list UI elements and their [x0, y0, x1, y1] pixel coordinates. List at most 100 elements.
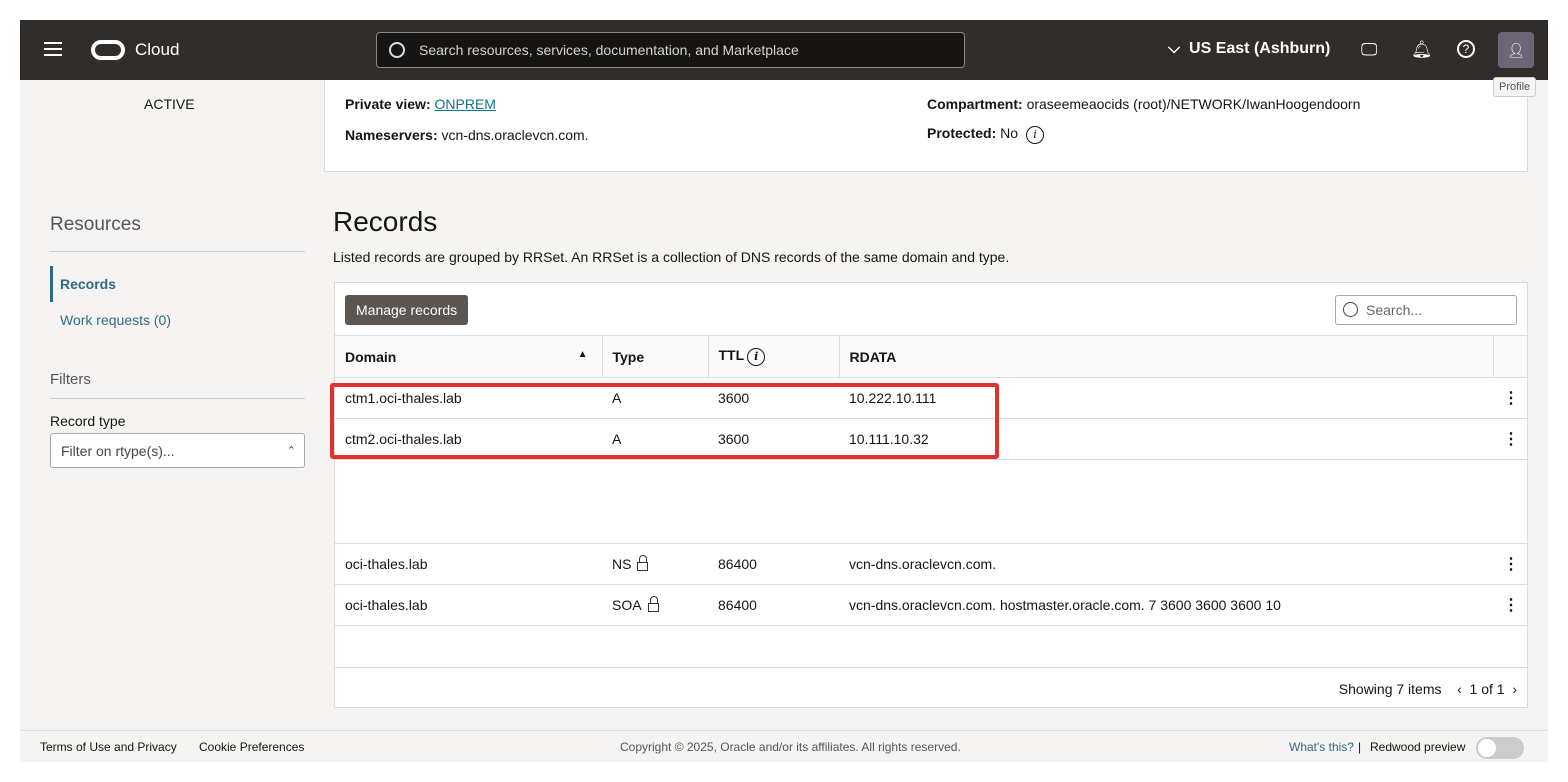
empty-cell: [335, 625, 1527, 668]
cell-domain: oci-thales.lab: [335, 543, 602, 585]
pagination: Showing 7 items ‹ 1 of 1 ›: [1339, 681, 1517, 697]
records-description: Listed records are grouped by RRSet. An …: [333, 249, 1010, 265]
type: SOA: [612, 597, 642, 613]
manage-records-button[interactable]: Manage records: [345, 295, 469, 325]
next-page-icon[interactable]: ›: [1512, 681, 1517, 697]
redwood-toggle[interactable]: [1476, 737, 1524, 759]
empty-cell: [335, 459, 1527, 544]
kebab-menu-icon[interactable]: ⋮: [1493, 543, 1527, 585]
cookie-preferences-link[interactable]: Cookie Preferences: [199, 740, 305, 754]
page-title: Records: [333, 206, 438, 237]
cell-ttl: 3600: [708, 377, 839, 419]
placeholder: Filter on rtype(s)...: [61, 443, 175, 459]
label: Nameservers:: [345, 127, 438, 143]
placeholder: Search...: [1366, 302, 1423, 318]
cell-rdata: vcn-dns.oraclevcn.com. hostmaster.oracle…: [839, 584, 1493, 626]
redwood-label: Redwood preview: [1370, 740, 1466, 754]
label: Private view:: [345, 96, 431, 112]
label: TTL: [718, 347, 745, 363]
table-row-blank: [335, 625, 1527, 668]
type: NS: [612, 556, 632, 572]
label: Domain: [345, 348, 397, 365]
terms-link[interactable]: Terms of Use and Privacy: [40, 740, 177, 754]
lock-icon: [647, 596, 659, 612]
resources-heading: Resources: [50, 214, 141, 235]
lock-icon: [637, 555, 649, 571]
profile-avatar[interactable]: 👤︎: [1498, 32, 1534, 68]
records-search-input[interactable]: Search...: [1335, 295, 1517, 325]
compartment: Compartment: oraseemeaocids (root)/NETWO…: [927, 96, 1360, 112]
label: Compartment:: [927, 96, 1023, 112]
help-icon[interactable]: ?: [1457, 40, 1475, 58]
zone-status: ACTIVE: [144, 96, 195, 112]
page-indicator: 1 of 1: [1469, 681, 1505, 697]
search-icon: [389, 42, 405, 58]
private-view: Private view: ONPREM: [345, 96, 496, 112]
separator: |: [1358, 740, 1362, 754]
region-selector[interactable]: ⌵ US East (Ashburn): [1168, 40, 1331, 57]
kebab-menu-icon[interactable]: ⋮: [1493, 377, 1527, 419]
cell-type: NS: [602, 543, 708, 585]
protected: Protected: No i: [927, 125, 1045, 144]
cloud-shell-icon[interactable]: 🖵: [1361, 40, 1378, 59]
footer: Terms of Use and Privacy Cookie Preferen…: [20, 730, 1548, 762]
menu-icon[interactable]: [44, 42, 62, 60]
info-icon[interactable]: i: [1026, 126, 1045, 144]
records-table-panel: Manage records Search... Domain ▲ Type TT…: [334, 282, 1528, 708]
top-bar: Cloud Search resources, services, docume…: [20, 20, 1548, 80]
oracle-logo[interactable]: [91, 40, 125, 60]
record-type-select[interactable]: Filter on rtype(s)... ⌃: [50, 433, 305, 468]
value: oraseemeaocids (root)/NETWORK/IwanHoogen…: [1026, 96, 1361, 112]
cell-domain: ctm1.oci-thales.lab: [335, 377, 602, 419]
zone-details: Private view: ONPREM Nameservers: vcn-dn…: [324, 80, 1528, 172]
column-actions: [1493, 335, 1527, 378]
copyright: Copyright © 2025, Oracle and/or its affi…: [620, 740, 961, 754]
cell-type: SOA: [602, 584, 708, 626]
search-icon: [1343, 302, 1358, 317]
records-table: Domain ▲ Type TTL i RDATA ctm1.oci-thales.…: [335, 335, 1527, 668]
global-search-input[interactable]: Search resources, services, documentatio…: [376, 32, 965, 68]
cell-domain: ctm2.oci-thales.lab: [335, 418, 602, 460]
kebab-menu-icon[interactable]: ⋮: [1493, 584, 1527, 626]
kebab-menu-icon[interactable]: ⋮: [1493, 418, 1527, 460]
cell-ttl: 86400: [708, 543, 839, 585]
column-rdata[interactable]: RDATA: [839, 335, 1494, 378]
sidebar-item-work-requests[interactable]: Work requests (0): [60, 312, 171, 328]
cell-rdata: 10.222.10.111: [839, 377, 1493, 419]
divider: [50, 251, 305, 252]
info-icon[interactable]: i: [747, 348, 766, 366]
filters-heading: Filters: [50, 371, 91, 388]
search-placeholder: Search resources, services, documentatio…: [419, 42, 799, 58]
table-row[interactable]: oci-thales.lab SOA 86400 vcn-dns.oraclevcn.…: [335, 584, 1527, 626]
table-row[interactable]: ctm1.oci-thales.lab A 3600 10.222.10.111 ⋮: [335, 377, 1527, 419]
prev-page-icon[interactable]: ‹: [1457, 681, 1462, 697]
sidebar-item-records[interactable]: Records: [50, 266, 116, 302]
chevron-updown-icon: ⌃: [286, 445, 296, 457]
cell-ttl: 3600: [708, 418, 839, 460]
profile-tooltip: Profile: [1493, 77, 1537, 97]
cell-domain: oci-thales.lab: [335, 584, 602, 626]
cell-rdata: 10.111.10.32: [839, 418, 1493, 460]
whats-this-link[interactable]: What's this?: [1289, 740, 1354, 754]
bell-icon[interactable]: 🔔︎: [1411, 40, 1433, 59]
value: No: [1000, 125, 1019, 141]
cell-ttl: 86400: [708, 584, 839, 626]
table-row[interactable]: ctm2.oci-thales.lab A 3600 10.111.10.32 ⋮: [335, 418, 1527, 460]
oci-console: Cloud Search resources, services, docume…: [20, 20, 1548, 762]
value: vcn-dns.oraclevcn.com.: [441, 127, 589, 143]
private-view-link[interactable]: ONPREM: [434, 96, 496, 112]
table-row[interactable]: oci-thales.lab NS 86400 vcn-dns.oraclevcn.c…: [335, 543, 1527, 585]
column-ttl[interactable]: TTL i: [708, 335, 840, 378]
label: Protected:: [927, 125, 997, 141]
column-domain[interactable]: Domain ▲: [335, 335, 603, 378]
record-type-label: Record type: [50, 413, 126, 429]
item-count: Showing 7 items: [1338, 681, 1442, 697]
divider: [50, 398, 305, 399]
sort-asc-icon[interactable]: ▲: [577, 348, 588, 360]
cell-type: A: [602, 418, 708, 460]
brand-label[interactable]: Cloud: [135, 40, 180, 59]
region-label: US East (Ashburn): [1189, 40, 1331, 57]
nameservers: Nameservers: vcn-dns.oraclevcn.com.: [345, 127, 589, 143]
column-type[interactable]: Type: [602, 335, 709, 378]
table-row-blank: [335, 459, 1527, 544]
